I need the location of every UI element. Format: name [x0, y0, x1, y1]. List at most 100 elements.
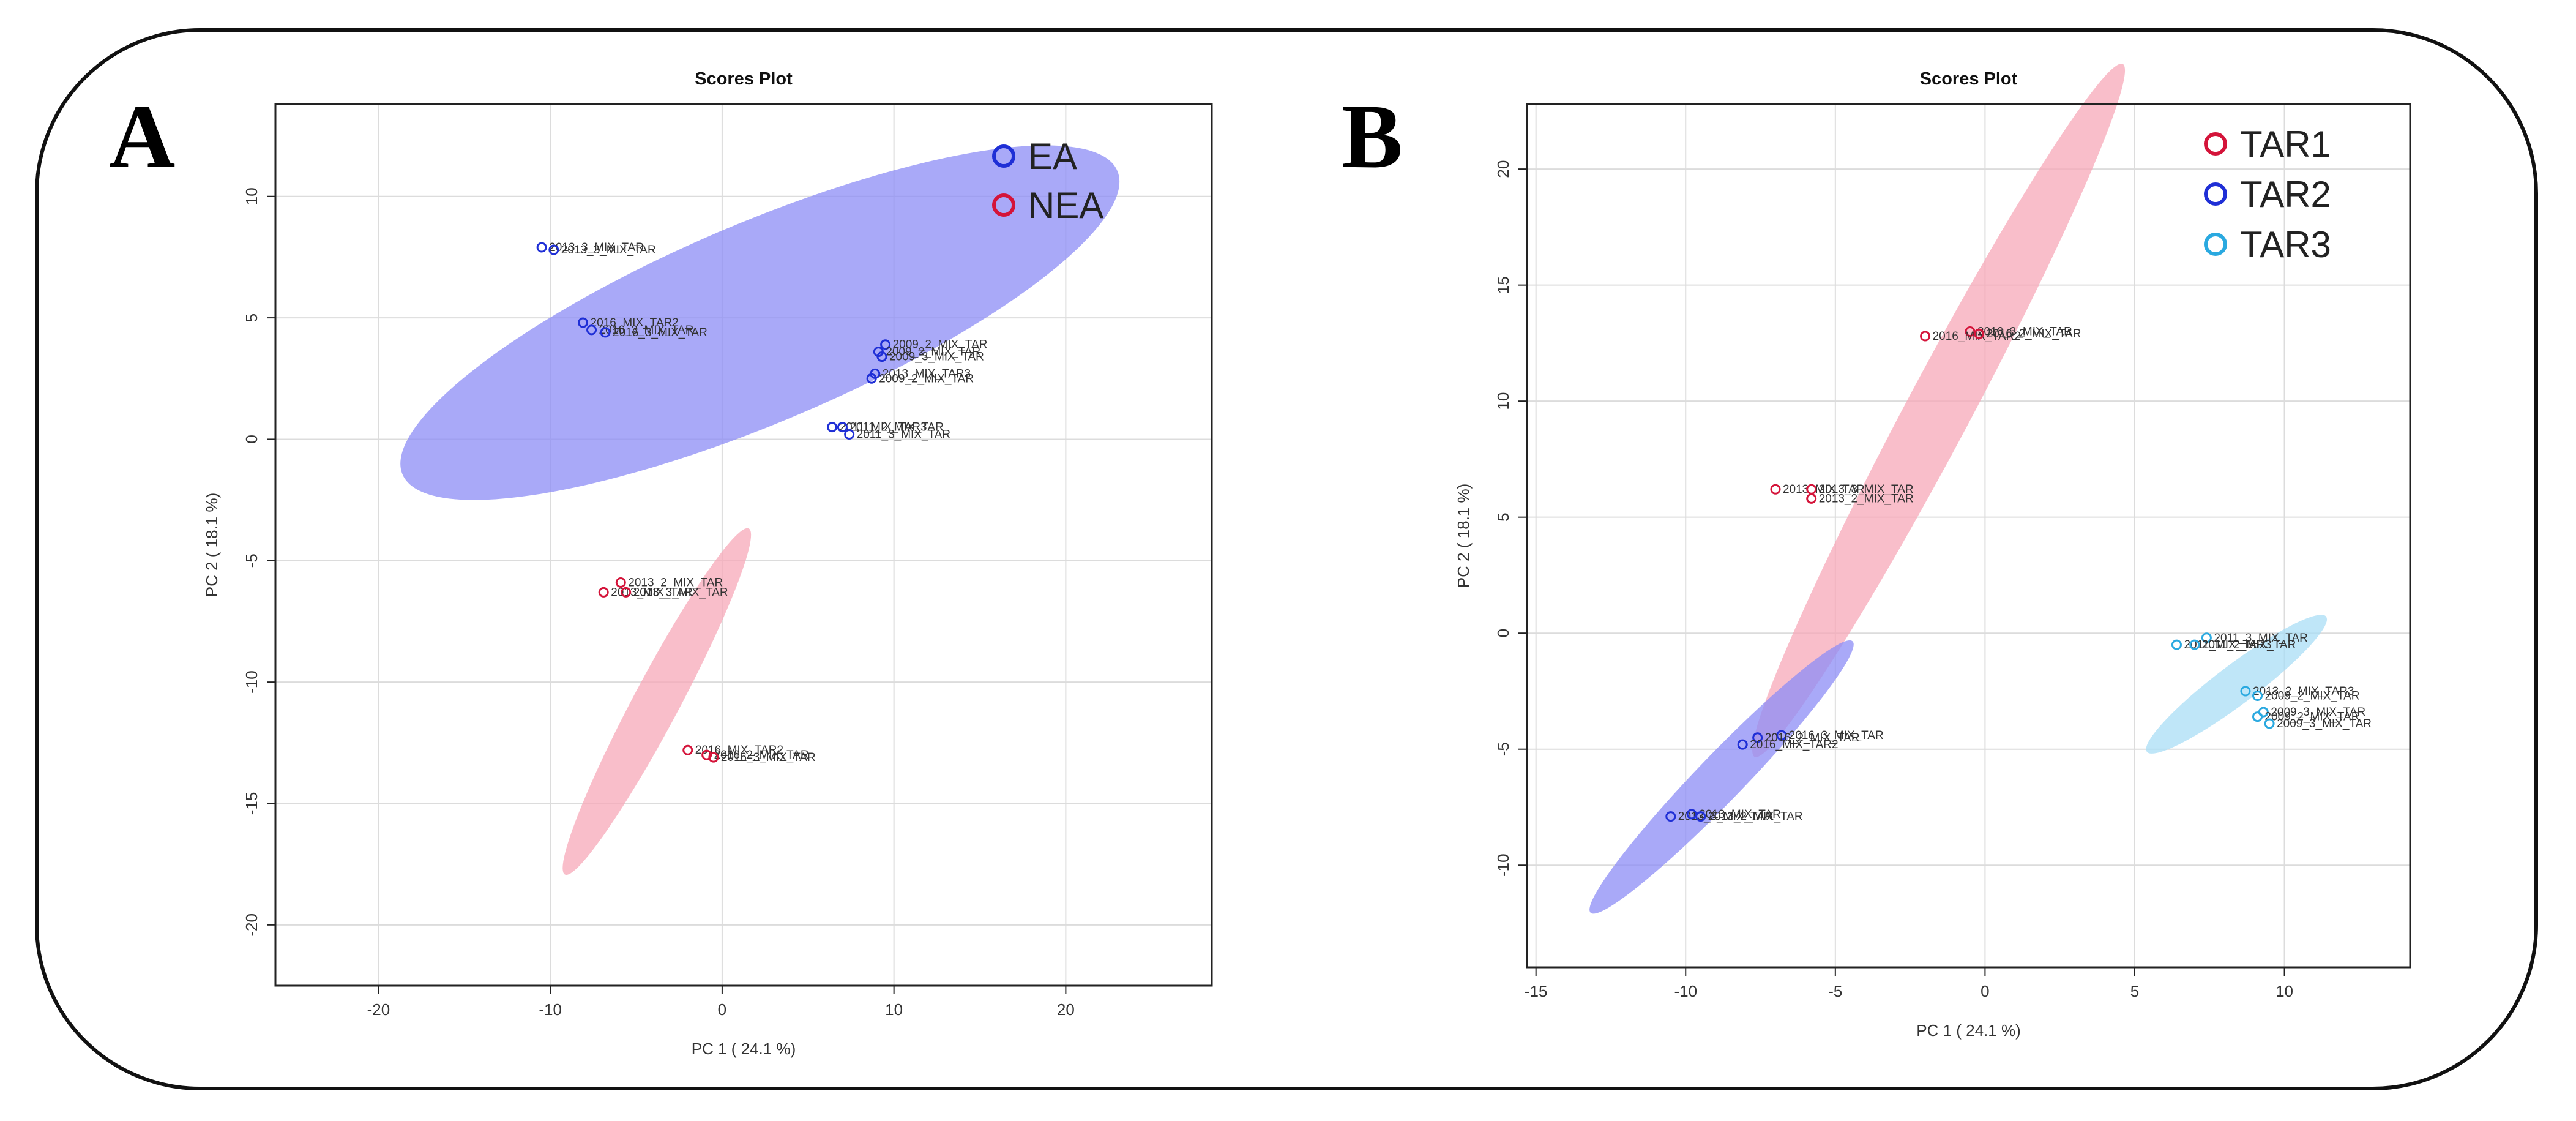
y-tick-label: -20 — [242, 913, 261, 937]
x-tick-label: -10 — [1674, 982, 1697, 1000]
confidence-ellipse-tar3 — [2146, 615, 2328, 754]
point-label: 2009_2_MIX_TAR — [2265, 711, 2360, 724]
x-tick-label: 0 — [1981, 982, 1989, 1000]
data-point — [1776, 730, 1787, 741]
data-point — [548, 244, 559, 255]
data-point — [2252, 711, 2263, 722]
data-point — [708, 752, 719, 763]
data-point — [586, 324, 597, 336]
data-point — [1737, 739, 1748, 750]
x-axis-label: PC 1 ( 24.1 %) — [1916, 1021, 2021, 1040]
x-tick-label: 0 — [718, 1000, 726, 1019]
panel-letter-b: B — [1342, 86, 1403, 187]
legend-marker-nea — [992, 193, 1015, 217]
confidence-ellipse-tar1 — [1752, 63, 2126, 757]
point-label: 2013_2_MIX_TAR — [1708, 811, 1803, 823]
point-label: 2013_3_MIX_TAR — [1819, 483, 1914, 496]
data-point — [837, 422, 848, 433]
x-tick-label: 20 — [1057, 1000, 1075, 1019]
y-tick-label: -10 — [1494, 853, 1512, 877]
point-label: 2016_3_MIX_TAR — [721, 751, 816, 764]
legend-label-nea: NEA — [1028, 185, 1103, 226]
legend-label-tar2: TAR2 — [2240, 174, 2331, 215]
y-tick-label: -15 — [242, 792, 261, 815]
x-axis-label: PC 1 ( 24.1 %) — [692, 1040, 796, 1058]
data-point — [1770, 484, 1781, 495]
data-point — [578, 317, 589, 328]
panel-letter-a: A — [109, 86, 176, 187]
point-label: 2016_3_MIX_TAR — [599, 324, 694, 337]
legend-marker-tar2 — [2204, 182, 2227, 206]
point-label: 2013_2_MIX_TAR3 — [2253, 685, 2354, 698]
point-label: 2011_2_MIX_TAR — [2202, 639, 2296, 651]
legend-marker-tar1 — [2204, 132, 2227, 156]
x-tick-label: -10 — [539, 1000, 562, 1019]
point-label: 2013_MIX_TAR — [1699, 808, 1781, 821]
data-point — [682, 744, 693, 755]
legend-label-ea: EA — [1028, 136, 1077, 177]
data-point — [1806, 493, 1817, 504]
y-axis-label: PC 2 ( 18.1 %) — [1454, 484, 1473, 588]
confidence-ellipse-tar2 — [1589, 640, 1854, 914]
data-point — [880, 339, 891, 350]
y-tick-label: -5 — [242, 553, 261, 568]
data-point — [2171, 639, 2182, 650]
data-point — [1752, 732, 1763, 743]
chart-title: Scores Plot — [695, 69, 793, 89]
x-tick-label: -20 — [367, 1000, 390, 1019]
y-tick-label: 0 — [1494, 629, 1512, 637]
data-point — [2264, 718, 2275, 729]
legend-marker-tar3 — [2204, 233, 2227, 256]
confidence-ellipse-ea — [400, 145, 1120, 500]
point-label: 2013_MIX_TAR — [1783, 483, 1865, 496]
data-point — [598, 587, 609, 598]
y-tick-label: -5 — [1494, 742, 1512, 756]
point-label: 2016_3_MIX_TAR — [1977, 325, 2072, 338]
y-axis-label: PC 2 ( 18.1 %) — [203, 493, 221, 598]
point-label: 2013_3_MIX_TAR — [561, 244, 656, 257]
point-label: 2016_2_MIX_TAR — [714, 749, 809, 762]
y-tick-label: 5 — [1494, 512, 1512, 521]
x-tick-label: -15 — [1525, 982, 1548, 1000]
point-label: 2016_3_MIX_TAR — [613, 326, 707, 339]
point-label: 2013_3_MIX_TAR — [633, 586, 728, 599]
data-point — [536, 242, 547, 253]
point-label: 2009_3_MIX_TAR — [2271, 706, 2365, 719]
point-label: 2016_2_MIX_TAR — [1987, 328, 2081, 340]
data-point — [1974, 328, 1985, 339]
confidence-ellipse-nea — [562, 528, 752, 875]
data-point — [2201, 632, 2212, 643]
point-label: 2009_3_MIX_TAR — [2277, 718, 2372, 730]
y-tick-label: 0 — [242, 435, 261, 443]
scores-plot-b: 2016_3_MIX_TAR2016_MIX_TAR22016_2_MIX_TA… — [1454, 63, 2411, 1040]
plot-border — [274, 103, 1213, 987]
point-label: 2016_2_MIX_TAR — [1765, 732, 1860, 744]
point-label: 2011_3_MIX_TAR — [2214, 632, 2308, 645]
point-label: 2011_2_MIX_TAR — [849, 421, 944, 434]
point-label: 2013_2_MIX_TAR — [1819, 492, 1914, 505]
scores-plot-a: 2013_3_MIX_TAR 2013_3_MIX_TAR 2016_MIX_TAR… — [203, 69, 1213, 1058]
x-tick-label: 10 — [885, 1000, 903, 1019]
legend-label-tar3: TAR3 — [2240, 224, 2331, 265]
y-tick-label: -10 — [242, 670, 261, 694]
y-tick-label: 10 — [242, 187, 261, 205]
point-label: 2009_2_MIX_TAR — [879, 372, 974, 385]
data-point — [844, 429, 855, 440]
data-point — [2240, 686, 2251, 697]
data-point — [1665, 811, 1676, 822]
data-point — [876, 351, 887, 362]
data-point — [2252, 691, 2263, 702]
data-point — [1695, 811, 1706, 822]
point-label: 2011_3_MIX_TAR — [857, 429, 951, 441]
point-label: 2013_MIX_TAR — [611, 586, 693, 599]
data-point — [827, 422, 838, 433]
chart-title: Scores Plot — [1920, 69, 2018, 89]
point-label: 2009_2_MIX_TAR — [2265, 690, 2360, 703]
point-label: 2011_MIX_TAR3 — [840, 421, 927, 434]
legend-label-tar1: TAR1 — [2240, 124, 2331, 165]
point-label: 2013_2_MIX_TAR — [628, 576, 723, 589]
point-label: 2009_2_MIX_TAR — [893, 339, 988, 351]
point-label: 2013_MIX_TAR3 — [883, 367, 971, 380]
point-label: 2016_MIX_TAR2 — [695, 744, 783, 757]
legend-marker-ea — [992, 144, 1015, 168]
